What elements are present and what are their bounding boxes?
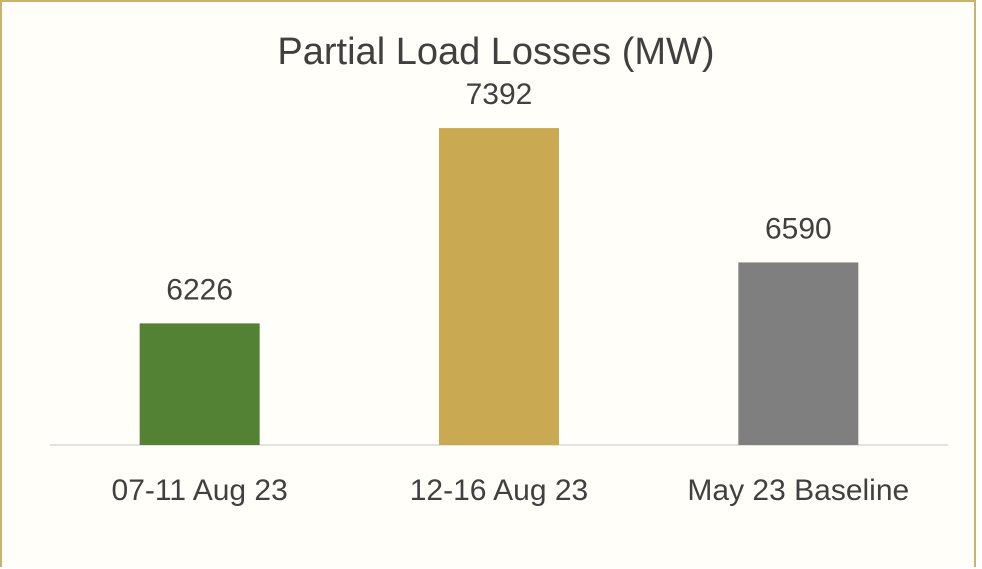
- x-tick-label: May 23 Baseline: [687, 474, 910, 507]
- x-tick-label: 12-16 Aug 23: [409, 474, 589, 507]
- value-label: 7392: [466, 78, 533, 111]
- value-label: 6226: [166, 273, 233, 306]
- bar: [738, 262, 859, 445]
- bar: [139, 323, 260, 445]
- x-tick-label: 07-11 Aug 23: [111, 474, 288, 507]
- value-label: 6590: [765, 212, 832, 245]
- chart-title: Partial Load Losses (MW): [277, 31, 714, 73]
- bar: [439, 128, 559, 445]
